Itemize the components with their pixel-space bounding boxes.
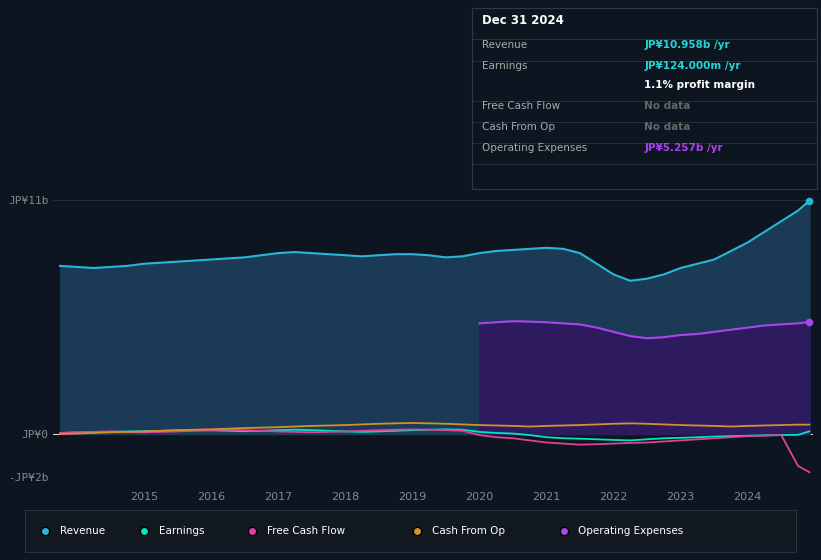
- Text: No data: No data: [644, 101, 690, 111]
- Text: No data: No data: [644, 122, 690, 132]
- Text: Operating Expenses: Operating Expenses: [482, 143, 587, 153]
- Text: JP¥124.000m /yr: JP¥124.000m /yr: [644, 62, 741, 72]
- Text: Cash From Op: Cash From Op: [482, 122, 555, 132]
- Text: Revenue: Revenue: [482, 40, 527, 50]
- Text: Dec 31 2024: Dec 31 2024: [482, 14, 564, 27]
- Text: Free Cash Flow: Free Cash Flow: [482, 101, 560, 111]
- Text: Earnings: Earnings: [482, 62, 527, 72]
- Text: JP¥5.257b /yr: JP¥5.257b /yr: [644, 143, 723, 153]
- Text: Operating Expenses: Operating Expenses: [579, 526, 684, 536]
- Text: JP¥10.958b /yr: JP¥10.958b /yr: [644, 40, 730, 50]
- Text: Free Cash Flow: Free Cash Flow: [268, 526, 346, 536]
- Text: 1.1% profit margin: 1.1% profit margin: [644, 81, 755, 90]
- Text: Earnings: Earnings: [159, 526, 204, 536]
- Text: Cash From Op: Cash From Op: [432, 526, 505, 536]
- Text: Revenue: Revenue: [60, 526, 105, 536]
